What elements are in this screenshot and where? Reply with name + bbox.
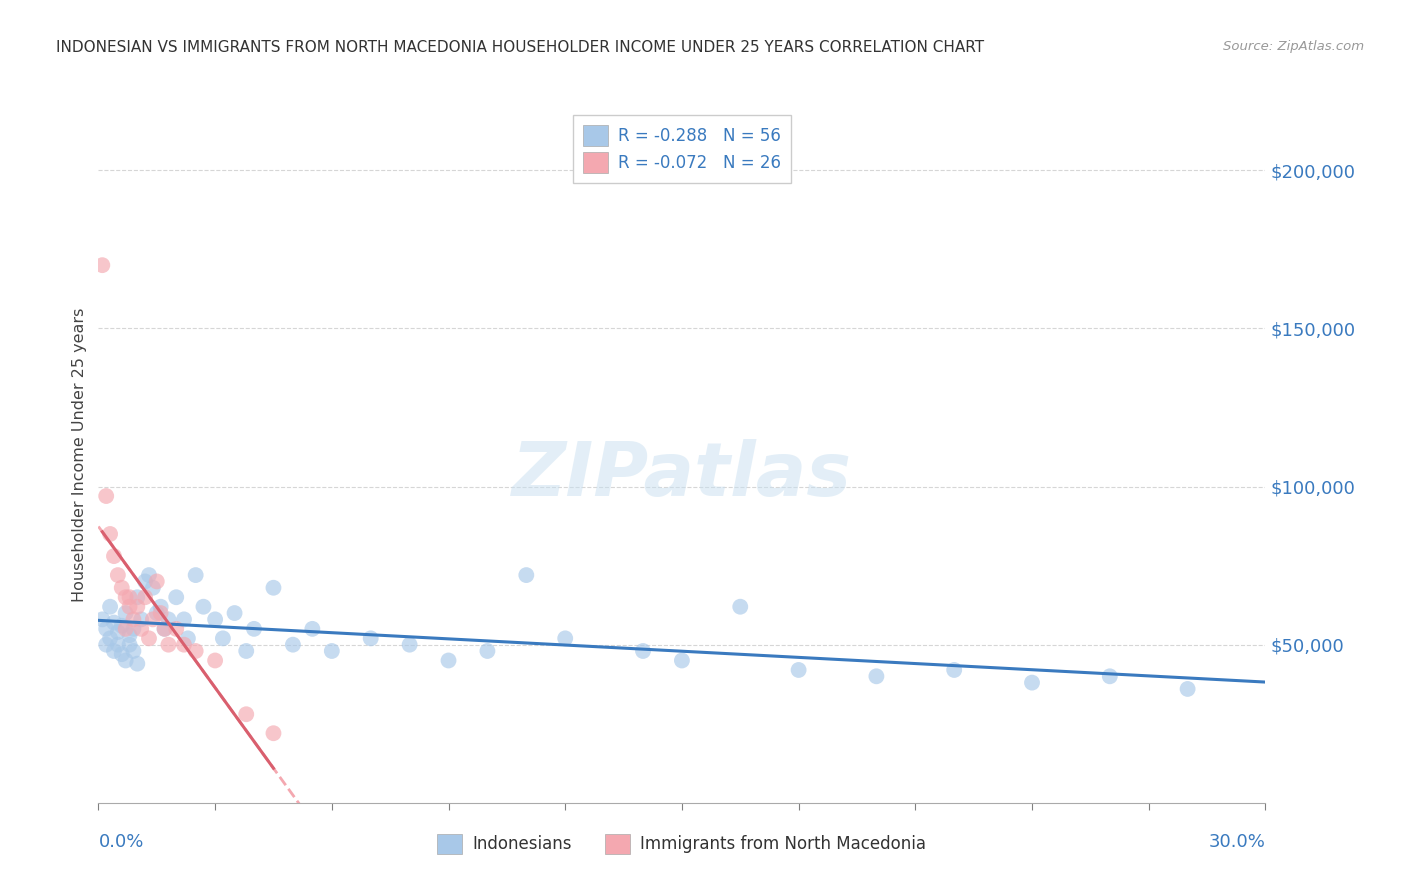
Point (554, 632, 576, 646)
Point (118, 638, 141, 652)
Point (146, 606, 169, 620)
Point (787, 663, 810, 677)
Point (96, 489, 118, 503)
Point (157, 638, 180, 652)
Point (142, 612, 165, 626)
Point (149, 606, 172, 620)
Point (153, 622, 176, 636)
Point (118, 628, 141, 642)
Point (184, 568, 207, 582)
Point (129, 622, 152, 636)
Point (107, 638, 129, 652)
Point (224, 606, 246, 620)
Point (129, 612, 152, 626)
Point (204, 653, 226, 667)
Point (165, 591, 187, 605)
Point (103, 549, 125, 563)
Point (98, 599, 121, 614)
Point (177, 632, 200, 646)
Point (243, 622, 266, 636)
Point (114, 591, 136, 605)
Point (138, 568, 160, 582)
Point (360, 632, 382, 646)
Point (281, 638, 304, 652)
Point (114, 622, 136, 636)
Point (91, 612, 114, 626)
Point (103, 644, 125, 658)
Point (153, 622, 176, 636)
Point (98, 632, 121, 646)
Point (107, 625, 129, 640)
Point (212, 632, 235, 646)
Text: ZIPatlas: ZIPatlas (512, 439, 852, 512)
Point (173, 612, 195, 626)
Point (865, 669, 887, 683)
Point (98, 527, 121, 541)
Point (321, 644, 343, 658)
Point (114, 606, 136, 620)
Point (262, 581, 284, 595)
Point (149, 599, 172, 614)
Point (730, 599, 752, 614)
Point (262, 726, 284, 740)
Point (1177, 681, 1199, 696)
Point (631, 644, 654, 658)
Point (157, 612, 180, 626)
Point (235, 644, 257, 658)
Point (437, 653, 460, 667)
Point (142, 581, 165, 595)
Point (122, 622, 145, 636)
Point (671, 653, 693, 667)
Point (1021, 675, 1043, 690)
Point (118, 599, 141, 614)
Text: 0.0%: 0.0% (98, 833, 143, 851)
Point (127, 599, 149, 614)
Point (1098, 669, 1121, 683)
Point (91, 258, 114, 272)
Point (515, 568, 537, 582)
Point (96, 622, 118, 636)
Point (146, 574, 169, 589)
Point (127, 591, 149, 605)
Point (943, 663, 966, 677)
Point (103, 615, 125, 630)
Point (127, 657, 149, 671)
Legend: Indonesians, Immigrants from North Macedonia: Indonesians, Immigrants from North Maced… (427, 823, 936, 864)
Point (204, 612, 226, 626)
Y-axis label: Householder Income Under 25 years: Householder Income Under 25 years (72, 308, 87, 602)
Point (122, 612, 145, 626)
Text: INDONESIAN VS IMMIGRANTS FROM NORTH MACEDONIA HOUSEHOLDER INCOME UNDER 25 YEARS : INDONESIAN VS IMMIGRANTS FROM NORTH MACE… (56, 40, 984, 55)
Point (235, 707, 257, 722)
Text: Source: ZipAtlas.com: Source: ZipAtlas.com (1223, 40, 1364, 54)
Point (301, 622, 323, 636)
Point (173, 638, 195, 652)
Point (477, 644, 499, 658)
Point (122, 644, 145, 658)
Point (107, 568, 129, 582)
Point (111, 581, 134, 595)
Point (111, 647, 134, 661)
Point (193, 599, 215, 614)
Point (134, 591, 156, 605)
Point (134, 574, 156, 589)
Point (138, 632, 160, 646)
Point (111, 618, 134, 632)
Point (96, 638, 118, 652)
Text: 30.0%: 30.0% (1209, 833, 1265, 851)
Point (398, 638, 420, 652)
Point (165, 622, 187, 636)
Point (118, 591, 141, 605)
Point (114, 653, 136, 667)
Point (184, 644, 207, 658)
